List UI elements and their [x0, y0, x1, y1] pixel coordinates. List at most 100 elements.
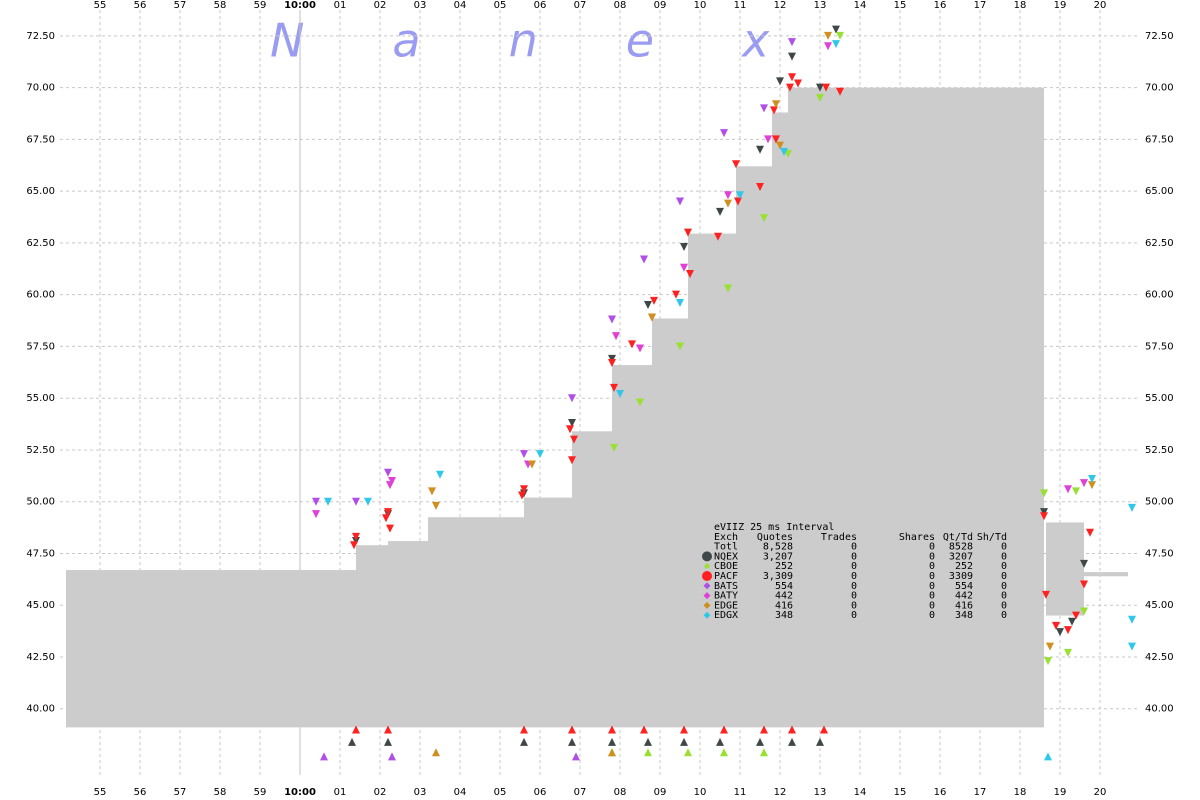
- x-tick-label-top: 09: [654, 0, 667, 11]
- quote-marker: [644, 748, 652, 757]
- legend-cell: 0: [1001, 571, 1007, 582]
- quote-marker: [1068, 617, 1076, 626]
- quote-marker: [636, 344, 644, 353]
- legend-name: PACF: [714, 571, 738, 582]
- quote-marker: [384, 508, 392, 517]
- legend-cell: 0: [929, 542, 935, 553]
- quote-marker: [1040, 508, 1048, 517]
- x-tick-label-bottom: 07: [574, 787, 587, 798]
- x-tick-label-bottom: 06: [534, 787, 547, 798]
- legend-cell: 0: [929, 581, 935, 592]
- legend-cell: 3309: [949, 571, 973, 582]
- quote-marker: [568, 737, 576, 746]
- quote-marker: [676, 298, 684, 307]
- range-step: [688, 233, 736, 728]
- x-tick-label-top: 11: [734, 0, 747, 11]
- y-tick-label: 45.00: [26, 600, 55, 611]
- range-step: [524, 497, 572, 728]
- quote-marker: [776, 141, 784, 150]
- range-step: [612, 365, 652, 728]
- quote-marker: [528, 460, 536, 469]
- legend-icon: [703, 582, 711, 590]
- x-tick-label-top: 59: [254, 0, 267, 11]
- quote-marker: [724, 284, 732, 293]
- x-tick-label-top: 20: [1094, 0, 1107, 11]
- y-tick-label-right: 50.00: [1145, 497, 1174, 508]
- quote-marker: [788, 38, 796, 47]
- quote-marker: [348, 737, 356, 746]
- quote-marker: [350, 541, 358, 550]
- y-tick-label-right: 42.50: [1145, 652, 1174, 663]
- legend-name: EDGE: [714, 600, 738, 611]
- quote-marker: [628, 340, 636, 349]
- quote-marker: [1042, 590, 1050, 599]
- quote-marker: [610, 443, 618, 452]
- quote-marker: [1080, 607, 1088, 616]
- x-tick-label-bottom: 20: [1094, 787, 1107, 798]
- quote-marker: [732, 160, 740, 169]
- x-tick-label-top: 02: [374, 0, 387, 11]
- y-tick-label: 42.50: [26, 652, 55, 663]
- legend-cell: 0: [1001, 610, 1007, 621]
- legend-cell: 442: [955, 591, 973, 602]
- legend-header: Sh/Td: [977, 532, 1007, 543]
- quote-marker: [1072, 487, 1080, 496]
- quote-marker: [352, 725, 360, 734]
- legend-name: BATY: [714, 591, 738, 602]
- range-step: [652, 318, 688, 728]
- legend-cell: 0: [851, 551, 857, 562]
- x-tick-label-top: 06: [534, 0, 547, 11]
- range-step: [356, 545, 388, 728]
- legend-cell: 0: [1001, 551, 1007, 562]
- quote-marker: [636, 398, 644, 407]
- quote-marker: [1086, 528, 1094, 537]
- legend-cell: 0: [1001, 581, 1007, 592]
- legend-title: eVIIZ 25 ms Interval: [714, 522, 834, 533]
- x-tick-label-bottom: 17: [974, 787, 987, 798]
- x-tick-label-bottom: 04: [454, 787, 467, 798]
- y-tick-label: 55.00: [26, 393, 55, 404]
- y-tick-label-right: 65.00: [1145, 186, 1174, 197]
- quote-marker: [680, 725, 688, 734]
- x-tick-label-top: 18: [1014, 0, 1027, 11]
- quote-marker: [770, 106, 778, 115]
- legend-cell: 0: [851, 571, 857, 582]
- y-tick-label: 62.50: [26, 238, 55, 249]
- quote-marker: [784, 149, 792, 158]
- quote-marker: [608, 725, 616, 734]
- quote-marker: [736, 191, 744, 200]
- legend-header: Quotes: [757, 532, 793, 543]
- legend-cell: 348: [775, 610, 793, 621]
- legend-icon: [704, 563, 710, 569]
- x-tick-label-top: 01: [334, 0, 347, 11]
- legend-cell: 0: [929, 600, 935, 611]
- quote-marker: [432, 748, 440, 757]
- quote-marker: [824, 31, 832, 40]
- quote-marker: [816, 737, 824, 746]
- quote-marker: [644, 301, 652, 310]
- y-tick-label: 67.50: [26, 134, 55, 145]
- quote-marker: [568, 419, 576, 428]
- legend-icon: [702, 571, 712, 581]
- legend-cell: 0: [851, 591, 857, 602]
- range-step: [428, 517, 524, 728]
- quote-marker: [640, 725, 648, 734]
- legend-cell: 0: [1001, 542, 1007, 553]
- legend-header: Shares: [899, 532, 935, 543]
- y-tick-label: 65.00: [26, 186, 55, 197]
- quote-marker: [352, 532, 360, 541]
- quote-marker: [756, 737, 764, 746]
- x-tick-label-bottom: 13: [814, 787, 827, 798]
- quote-marker: [684, 228, 692, 237]
- x-tick-label-bottom: 11: [734, 787, 747, 798]
- quote-marker: [388, 752, 396, 761]
- x-tick-label-bottom: 18: [1014, 787, 1027, 798]
- quote-marker: [568, 394, 576, 403]
- y-tick-label-right: 45.00: [1145, 600, 1174, 611]
- x-tick-label-top: 07: [574, 0, 587, 11]
- quote-marker: [518, 491, 526, 500]
- x-tick-label-bottom: 16: [934, 787, 947, 798]
- x-tick-label-bottom: 10:00: [284, 787, 316, 798]
- quote-marker: [312, 497, 320, 506]
- range-step: [66, 570, 356, 728]
